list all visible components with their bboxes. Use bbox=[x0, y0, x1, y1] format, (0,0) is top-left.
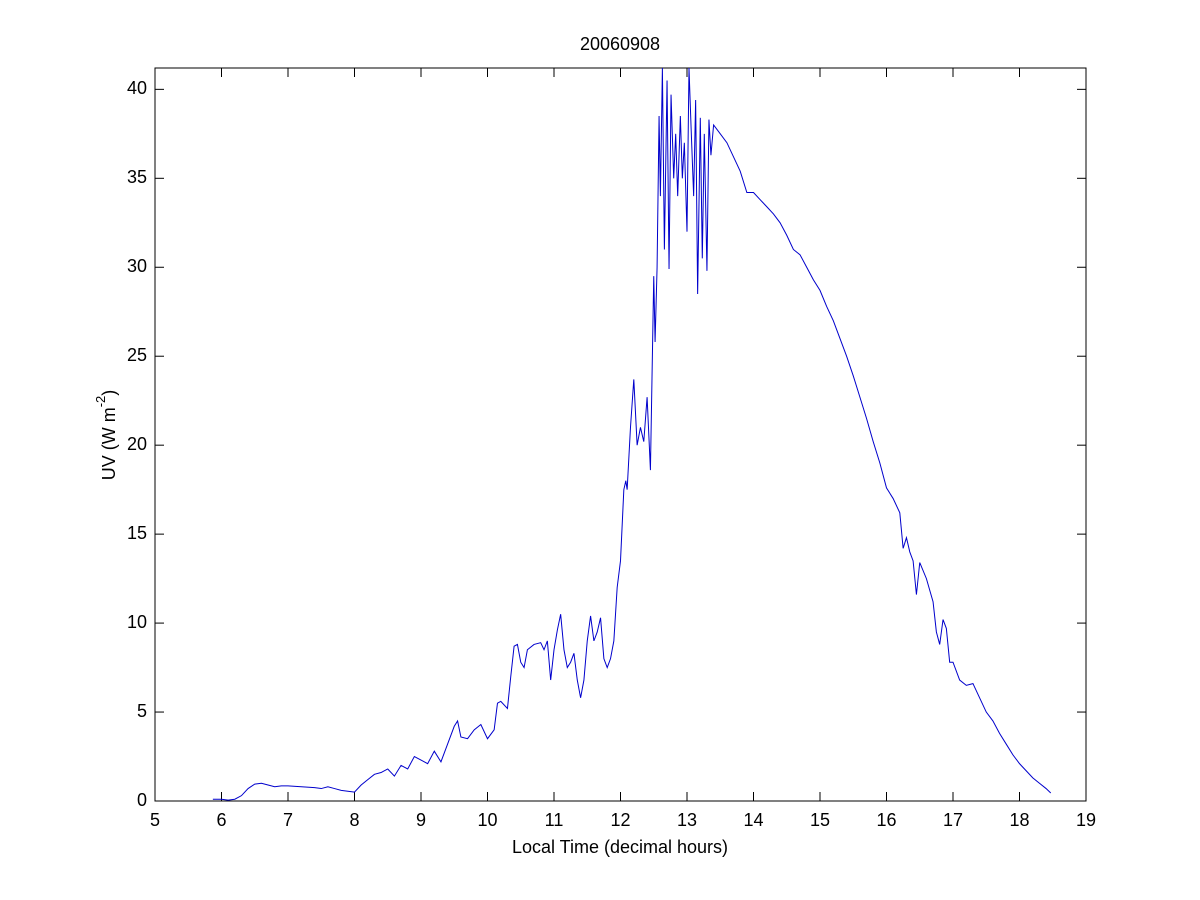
x-tick-label: 15 bbox=[810, 810, 830, 830]
y-tick-label: 10 bbox=[127, 612, 147, 632]
y-tick-label: 5 bbox=[137, 701, 147, 721]
x-tick-label: 10 bbox=[477, 810, 497, 830]
y-tick-label: 40 bbox=[127, 78, 147, 98]
y-tick-label: 0 bbox=[137, 790, 147, 810]
x-tick-label: 9 bbox=[416, 810, 426, 830]
x-tick-label: 5 bbox=[150, 810, 160, 830]
x-tick-label: 11 bbox=[545, 810, 564, 830]
x-tick-label: 19 bbox=[1076, 810, 1096, 830]
x-tick-label: 13 bbox=[677, 810, 697, 830]
y-tick-label: 15 bbox=[127, 523, 147, 543]
x-tick-label: 8 bbox=[349, 810, 359, 830]
x-tick-label: 7 bbox=[283, 810, 293, 830]
y-tick-label: 20 bbox=[127, 434, 147, 454]
x-tick-label: 16 bbox=[876, 810, 896, 830]
y-axis-label: UV (W m-2) bbox=[93, 390, 118, 481]
y-axis-label-part: UV (W m bbox=[99, 407, 119, 480]
y-tick-label: 35 bbox=[127, 167, 147, 187]
x-tick-label: 18 bbox=[1009, 810, 1029, 830]
y-tick-label: 25 bbox=[127, 345, 147, 365]
x-tick-label: 14 bbox=[743, 810, 763, 830]
data-line bbox=[212, 67, 1052, 801]
x-tick-label: 12 bbox=[610, 810, 630, 830]
x-axis-label: Local Time (decimal hours) bbox=[512, 837, 728, 857]
plot-frame bbox=[154, 67, 1087, 802]
y-axis-label-part: ) bbox=[99, 390, 119, 396]
y-tick-label: 30 bbox=[127, 256, 147, 276]
x-tick-label: 17 bbox=[943, 810, 963, 830]
x-tick-label: 6 bbox=[216, 810, 226, 830]
y-axis-label-sup: -2 bbox=[93, 396, 108, 408]
chart-title: 20060908 bbox=[580, 34, 660, 54]
